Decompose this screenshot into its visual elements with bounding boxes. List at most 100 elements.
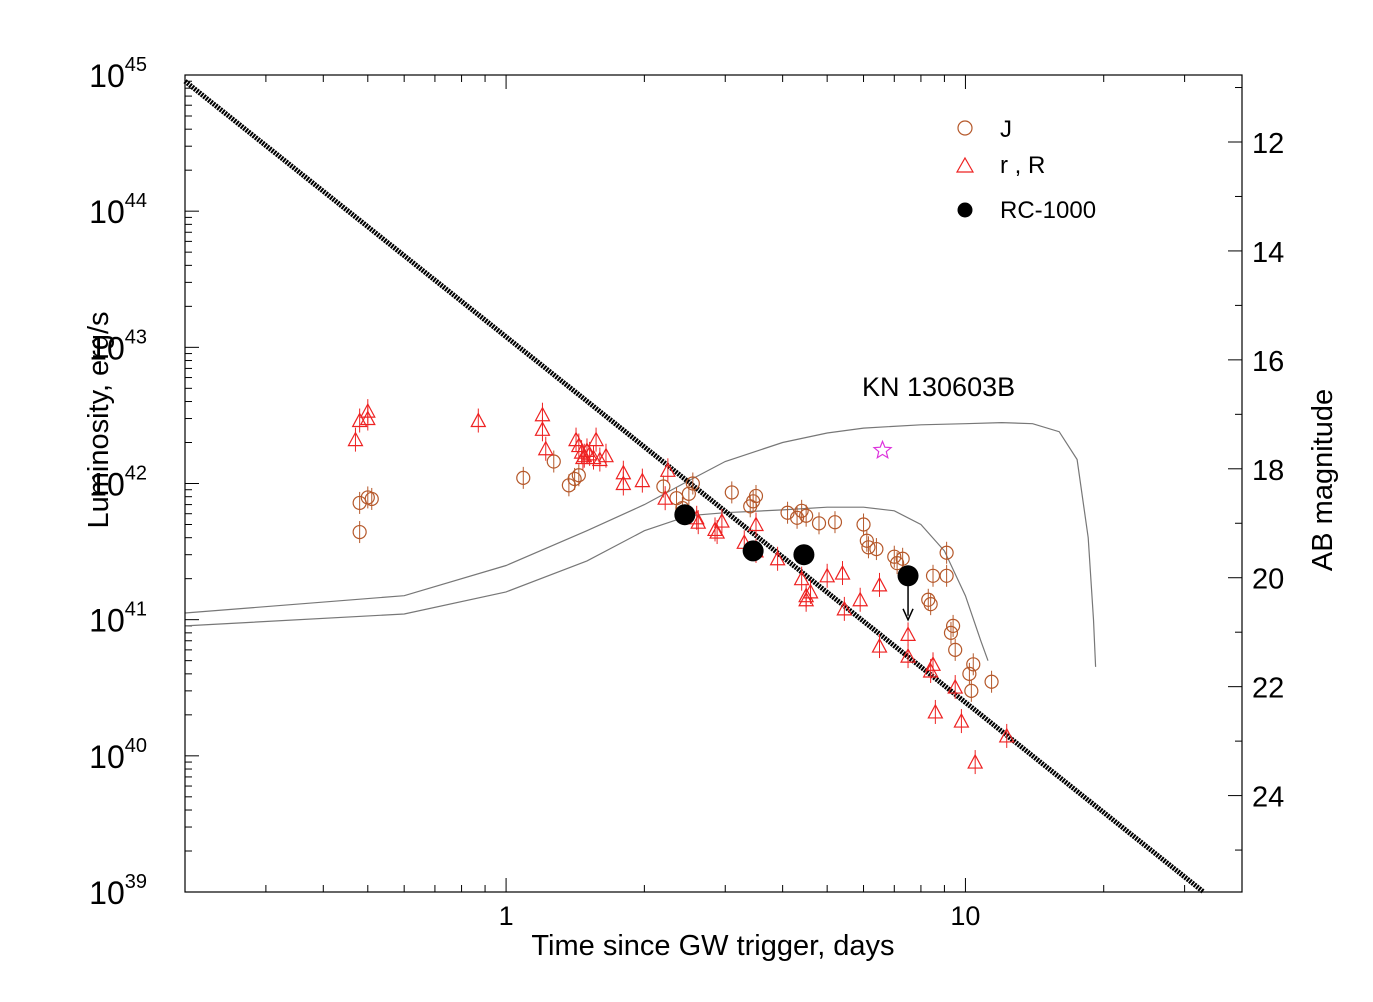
j-point	[681, 486, 696, 501]
r-point	[871, 637, 888, 653]
j-point	[945, 618, 961, 633]
r-point	[927, 703, 944, 719]
r-point	[570, 437, 587, 453]
j-point	[859, 533, 874, 548]
mag-tick-label: 14	[1252, 237, 1284, 269]
y-tick-label: 1045	[89, 54, 147, 94]
model-curves	[184, 421, 1097, 667]
r-point	[836, 600, 853, 616]
r-point	[900, 647, 917, 663]
r-point	[470, 412, 487, 428]
r-point	[947, 678, 964, 694]
model-curve-1	[184, 421, 1097, 667]
r-point	[690, 513, 707, 529]
j-point	[939, 568, 954, 583]
r-point	[659, 462, 676, 477]
y-tick-label: 1039	[89, 871, 147, 911]
x-axis-label: Time since GW trigger, days	[531, 930, 894, 962]
r-point	[747, 516, 765, 532]
legend-label-r: r , R	[1000, 152, 1045, 179]
y-tick-label: 1044	[89, 190, 147, 230]
r-point	[534, 421, 551, 436]
j-point	[516, 470, 531, 485]
mag-tick-label: 18	[1252, 455, 1284, 487]
r-point	[953, 712, 970, 728]
r-point	[925, 656, 942, 671]
kn-annotation: KN 130603B	[862, 372, 1015, 402]
j-point	[546, 454, 561, 469]
j-point	[966, 657, 981, 672]
j-point	[811, 516, 827, 531]
r-point	[615, 475, 632, 491]
j-point	[571, 468, 586, 483]
j-point	[923, 597, 938, 612]
power-law-line	[183, 79, 1206, 894]
j-point	[943, 625, 959, 640]
x-tick-label: 1	[499, 901, 514, 931]
y2-axis-label: AB magnitude	[1307, 389, 1339, 571]
model-curve-2	[184, 506, 989, 661]
j-point	[856, 517, 871, 532]
power-law-line-group	[183, 79, 1206, 894]
y-tick-label: 1040	[89, 735, 147, 775]
r-point	[802, 583, 819, 599]
mag-tick-label: 22	[1252, 673, 1284, 705]
r-point	[573, 443, 590, 459]
r-point	[347, 431, 364, 447]
r-point	[709, 523, 726, 539]
r-point	[852, 591, 869, 607]
y-tick-label: 1041	[89, 599, 147, 639]
r-point	[769, 550, 786, 566]
r-point	[634, 472, 651, 488]
legend-label-j: J	[1000, 116, 1012, 143]
plot-frame	[184, 74, 1243, 893]
j-point	[656, 479, 671, 494]
x-tick-label: 10	[950, 901, 980, 931]
legend-marker-r	[955, 156, 975, 173]
legend-marker-rc	[957, 202, 973, 218]
y-tick-label: 1042	[89, 463, 147, 503]
r-point	[967, 753, 984, 769]
legend-marker-j	[957, 120, 973, 136]
j-point	[962, 666, 977, 681]
r-point	[359, 410, 376, 426]
j-point	[789, 510, 805, 525]
tick-labels: 1 10 1039 1040 1041 1042 1043 1044 1045 12 14 16 18 2…	[89, 54, 1284, 931]
j-point	[827, 515, 843, 530]
r-point	[819, 567, 836, 583]
j-point	[925, 568, 941, 583]
r-point	[713, 512, 730, 528]
axis-ticks	[184, 74, 1243, 893]
legend-label-rc: RC-1000	[1000, 197, 1096, 224]
rc-upper-limit-arrow	[902, 608, 914, 622]
r-point	[578, 442, 595, 458]
r-point	[537, 440, 554, 456]
j-point	[567, 471, 582, 487]
j-point	[939, 545, 954, 560]
r-point	[900, 626, 917, 641]
r-point	[588, 431, 605, 447]
j-point	[352, 524, 367, 540]
y-tick-label: 1043	[89, 326, 147, 366]
mag-tick-label: 16	[1252, 346, 1284, 378]
r-point	[591, 451, 608, 467]
rc-point	[742, 540, 764, 562]
j-point	[861, 540, 876, 555]
rc-point	[674, 504, 696, 526]
j-point	[869, 541, 884, 557]
j-point	[895, 551, 910, 566]
j-point	[724, 485, 739, 500]
r-point	[597, 447, 614, 463]
rc-point	[897, 565, 919, 587]
mag-tick-label: 12	[1252, 128, 1284, 160]
mag-tick-label: 24	[1252, 782, 1284, 814]
j-point	[948, 642, 963, 657]
j-point	[984, 674, 999, 689]
y-axis-label: Luminosity, erg/s	[83, 311, 115, 528]
j-point	[780, 505, 795, 520]
r-point	[871, 576, 888, 592]
rc-point	[793, 544, 815, 566]
data-points	[347, 399, 1015, 775]
